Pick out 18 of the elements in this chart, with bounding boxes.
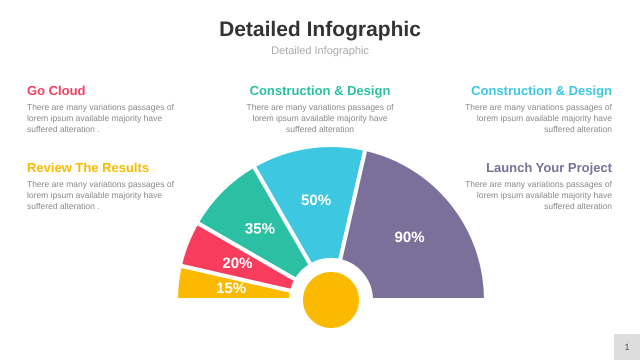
text: Construction & Design [470,83,612,98]
text: There are many variations passages of lorem ipsum available majority have suffered alteration . [27,102,175,135]
text: Review The Results [27,160,150,175]
text: There are many variations passages of lorem ipsum available majority have suffered alteration [464,179,612,212]
data-label: 90% [394,228,425,246]
data-label: 35% [244,220,275,238]
text: There are many variations passages of lorem ipsum available majority have suffered alteration [246,102,394,135]
text: 1 [614,334,640,360]
chart-subtitle: Detailed Infographic [270,45,370,57]
data-label: 50% [301,192,332,210]
text: There are many variations passages of lorem ipsum available majority have suffered alteration . [27,179,175,212]
text: There are many variations passages of lorem ipsum available majority have suffered alteration [464,102,612,135]
data-label: 20% [222,254,252,272]
text: Go Cloud [27,83,86,98]
data-label: 15% [216,280,246,298]
text: Launch Your Project [485,160,612,175]
chart-title: Detailed Infographic [218,18,422,42]
text: Construction & Design [248,83,392,98]
